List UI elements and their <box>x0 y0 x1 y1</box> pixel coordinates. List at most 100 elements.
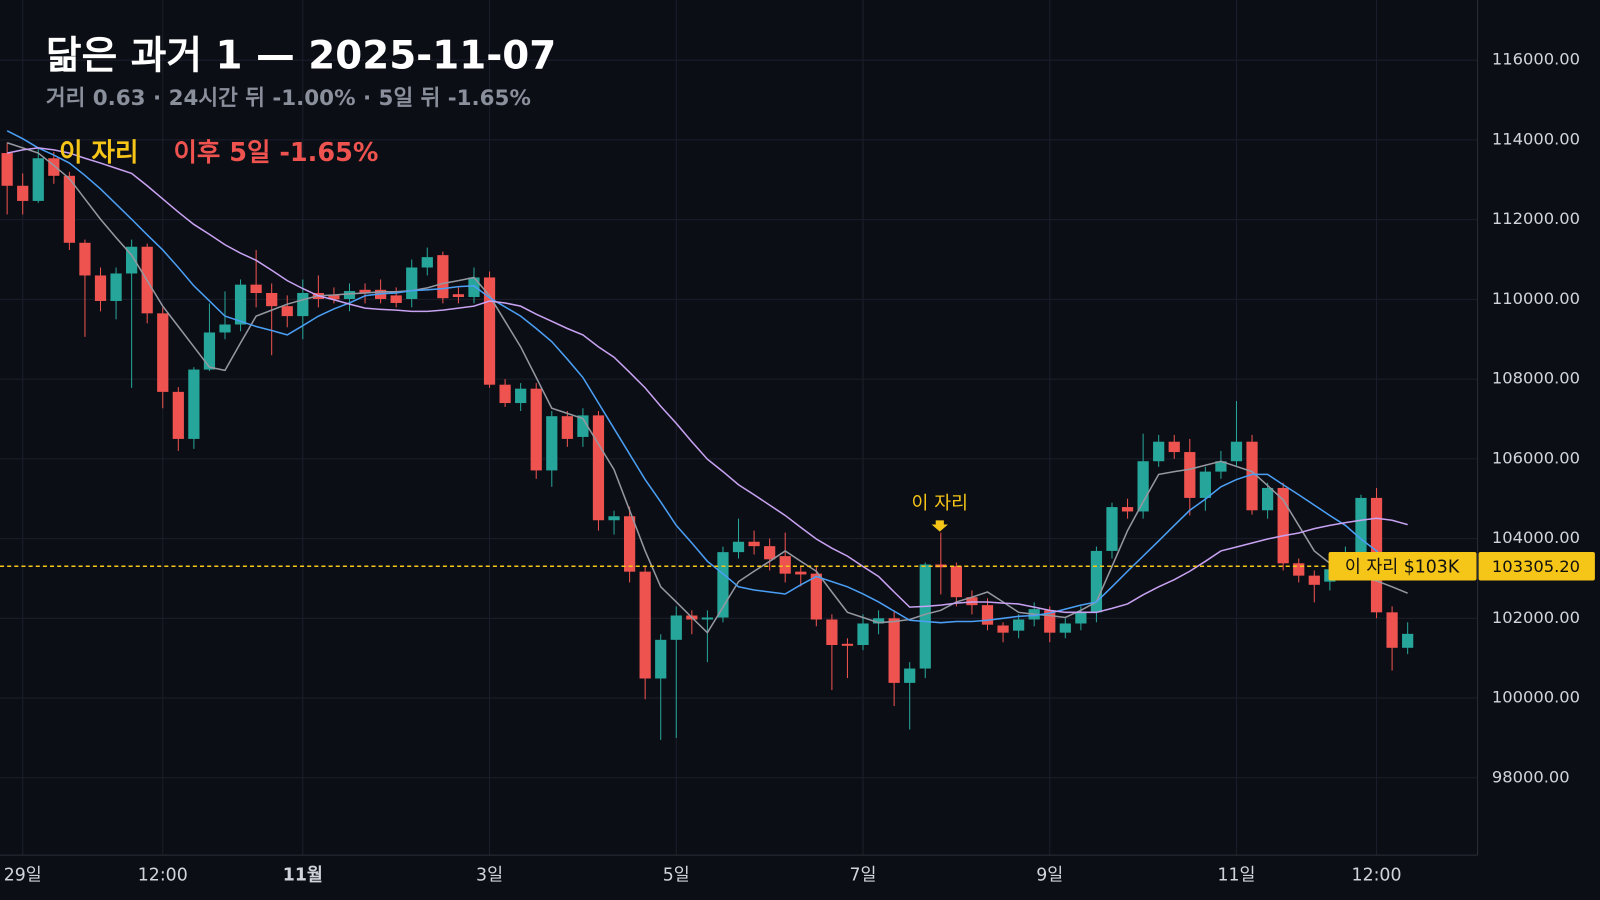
candle-body <box>483 277 496 385</box>
candle-body <box>1137 461 1149 512</box>
candle-body <box>110 273 122 301</box>
y-tick-label: 106000.00 <box>1492 448 1580 467</box>
candle-body <box>546 416 558 471</box>
candle-body <box>219 324 231 333</box>
candle-body <box>1215 461 1227 472</box>
candle-body <box>904 668 916 683</box>
candle-body <box>608 516 620 521</box>
candle-body <box>655 639 667 679</box>
candle-body <box>172 391 184 439</box>
price-tag: 이 자리 $103K <box>1345 557 1460 577</box>
moving-average-line <box>6 147 1408 614</box>
candle-body <box>499 384 511 404</box>
x-tick-label: 11일 <box>1217 866 1255 886</box>
candle-body <box>234 284 247 325</box>
candle-body <box>157 313 169 392</box>
x-tick-label: 7일 <box>850 866 877 886</box>
y-tick-label: 112000.00 <box>1492 209 1580 228</box>
candle-body <box>17 185 29 201</box>
candle-body <box>250 284 262 294</box>
moving-average-line <box>6 130 1393 624</box>
candle-body <box>79 242 91 276</box>
candle-body <box>406 267 418 299</box>
candle-body <box>530 388 542 471</box>
candle-body <box>764 546 776 560</box>
candle-body <box>1386 612 1398 648</box>
candle-body <box>1121 507 1134 512</box>
subtitle: 거리 0.63 · 24시간 뒤 -1.00% · 5일 뒤 -1.65% <box>46 86 531 111</box>
x-tick-label: 12:00 <box>138 866 188 886</box>
candle-body <box>701 617 714 620</box>
candle-body <box>390 295 402 303</box>
price-tag-box <box>1328 551 1477 581</box>
candle-body <box>1261 487 1274 511</box>
x-tick-label: 11월 <box>283 866 323 886</box>
y-tick-label: 104000.00 <box>1492 528 1580 547</box>
candle-body <box>281 306 293 317</box>
candle-body <box>795 571 807 575</box>
marker-label: 이 자리 <box>59 138 138 168</box>
x-tick-label: 9일 <box>1036 866 1063 886</box>
candle-body <box>717 552 729 618</box>
candle-body <box>857 623 869 646</box>
price-label-box <box>1478 551 1595 581</box>
candle-body <box>1090 550 1103 613</box>
candle-body <box>732 541 745 553</box>
candle-body <box>1199 471 1211 498</box>
candle-body <box>203 332 216 370</box>
candle-body <box>1293 563 1305 576</box>
y-tick-label: 100000.00 <box>1492 688 1580 707</box>
candle-body <box>826 619 838 646</box>
candle-body <box>1106 507 1118 551</box>
overlay: 이 자리 $103K 103305.20 <box>0 551 1595 581</box>
candle-body <box>1 153 13 186</box>
candle-body <box>126 246 138 274</box>
y-tick-label: 102000.00 <box>1492 608 1580 627</box>
candle-body <box>577 415 589 437</box>
x-tick-label: 29일 <box>4 866 42 886</box>
y-tick-label: 108000.00 <box>1492 369 1580 388</box>
candle-body <box>841 643 854 646</box>
candle-body <box>561 416 573 439</box>
candle-body <box>919 564 931 669</box>
price-label: 103305.20 <box>1492 557 1580 576</box>
candle-body <box>779 556 791 574</box>
candle-body <box>981 605 994 625</box>
candle-body <box>1277 487 1289 564</box>
candle-body <box>748 541 760 547</box>
candle-body <box>810 573 822 620</box>
candle-body <box>1044 610 1056 633</box>
candle-body <box>670 615 682 640</box>
candle-body <box>1230 441 1243 462</box>
candle-body <box>1402 633 1414 648</box>
outcome-label: 이후 5일 -1.65% <box>173 138 378 168</box>
annotation: 이 자리 <box>912 493 969 514</box>
candle-body <box>343 291 356 299</box>
candle-body <box>359 289 371 294</box>
candle-body <box>452 294 465 297</box>
y-tick-label: 98000.00 <box>1492 767 1570 786</box>
candle-body <box>48 158 60 176</box>
candle-body <box>328 295 340 300</box>
candle-body <box>188 369 200 439</box>
x-tick-label: 12:00 <box>1352 866 1402 886</box>
candle-body <box>468 277 480 297</box>
candle-body <box>94 275 107 301</box>
moving-average-line <box>6 141 1408 634</box>
candle-body <box>623 516 636 572</box>
chart-title: 닮은 과거 1 — 2025-11-07 <box>46 34 556 79</box>
y-tick-label: 114000.00 <box>1492 129 1580 148</box>
candle-body <box>950 566 962 598</box>
candle-body <box>966 597 978 606</box>
candle-body <box>437 255 449 299</box>
candle-body <box>639 571 651 679</box>
candle-body <box>266 293 278 307</box>
candle-body <box>1153 441 1165 462</box>
candle-body <box>1075 612 1087 624</box>
candle-body <box>592 415 605 521</box>
candle-body <box>872 618 885 624</box>
y-tick-label: 110000.00 <box>1492 289 1580 308</box>
